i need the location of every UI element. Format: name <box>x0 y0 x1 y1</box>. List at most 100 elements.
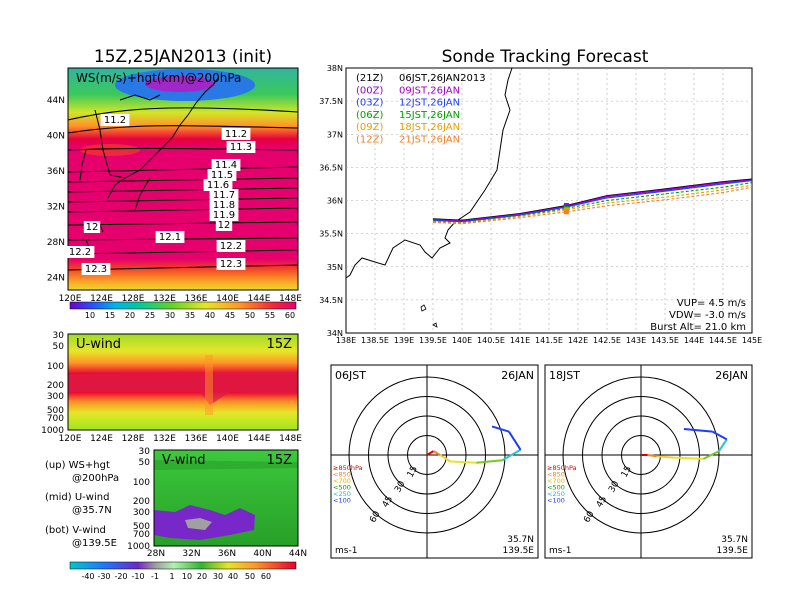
hodo2-plegend-3: <500 <box>547 484 565 492</box>
track-lon-label-10: 143E <box>626 336 646 345</box>
u-lon-label-7: 148E <box>279 434 302 444</box>
track-lon-label-14: 145E <box>742 336 762 345</box>
track-lat-label-0: 38N <box>327 64 343 73</box>
v-cb-label-7: 20 <box>197 572 207 581</box>
ws-contour-label-bg-13 <box>65 246 95 258</box>
legend-up-2: @200hPa <box>72 473 119 484</box>
u-p-label-5: 500 <box>47 406 64 416</box>
hodo2-seg-3 <box>656 455 674 459</box>
track-legend: (21Z) 06JST,26JAN2013 (00Z) 09JST,26JAN (03Z… <box>356 73 486 146</box>
track-line-3 <box>432 182 752 223</box>
ws-lon-label-5: 140E <box>216 294 239 304</box>
u-p-label-7: 1000 <box>41 426 64 436</box>
hodo1-seg-5 <box>476 459 503 464</box>
ws-lon-labels: 120E 124E 128E 132E 136E 140E 144E 148E <box>59 294 303 304</box>
track-lat-label-7: 34.5N <box>319 296 343 305</box>
ws-contour-label-8: 11.9 <box>213 210 235 221</box>
ws-cb-label-4: 30 <box>165 311 175 320</box>
track-lon-label-12: 144E <box>684 336 704 345</box>
track-lon-label-13: 144.5E <box>709 336 737 345</box>
ws-contour-label-9: 12 <box>218 220 231 231</box>
u-lon-label-3: 132E <box>153 434 176 444</box>
hodo2-seg-4 <box>673 456 704 460</box>
ws-cb-label-7: 45 <box>225 311 235 320</box>
panel-legend: (up) WS+hgt @200hPa (mid) U-wind @35.7N … <box>45 460 119 549</box>
hodo1-ring-label-0: 15 <box>406 465 420 480</box>
track-lon-label-2: 139E <box>394 336 414 345</box>
track-lat-label-2: 37N <box>327 130 343 139</box>
v-p-label-2: 100 <box>133 478 150 488</box>
track-map-panel: 38N 37.5N 37N 36.5N 36N 35.5N 35N 34.5N 34N 138E… <box>319 64 762 345</box>
ws-contour-label-0: 11.2 <box>104 115 126 126</box>
u-p-label-0: 30 <box>53 331 65 341</box>
track-lat-label-3: 36.5N <box>319 163 343 172</box>
u-p-label-2: 100 <box>47 362 64 372</box>
param-vup: VUP= 4.5 m/s <box>677 298 746 309</box>
hodo2-plegend-0: ≥850hPa <box>547 464 577 472</box>
ws-lat-label-5: 24N <box>47 274 65 284</box>
ws-lat-label-3: 32N <box>47 203 65 213</box>
track-lon-label-11: 143.5E <box>651 336 679 345</box>
track-map-coastline <box>346 68 513 279</box>
track-legend-jst-4: 18JST,26JAN <box>399 122 460 133</box>
hodo2-seg-7 <box>712 430 728 441</box>
u-p-label-6: 700 <box>47 414 64 424</box>
left-title: 15Z,25JAN2013 (init) <box>94 47 272 67</box>
track-legend-jst-1: 09JST,26JAN <box>399 85 460 96</box>
track-lon-label-0: 138E <box>336 336 356 345</box>
u-p-label-1: 50 <box>53 342 65 352</box>
hodo1-plegend-3: <500 <box>333 484 351 492</box>
ws-lon-label-7: 148E <box>279 294 302 304</box>
track-legend-jst-0: 06JST,26JAN2013 <box>399 73 486 84</box>
ws-cb-label-8: 50 <box>245 311 255 320</box>
hodo2-ring-label-0: 15 <box>620 465 634 480</box>
ws-contour-label-bg-5 <box>203 179 233 191</box>
ws-lon-label-1: 124E <box>90 294 113 304</box>
u-wind-label: U-wind <box>76 337 121 352</box>
v-cb-label-10: 50 <box>245 572 255 581</box>
ws-contour-label-12: 12.2 <box>220 241 242 252</box>
track-lon-label-5: 140.5E <box>477 336 505 345</box>
hodo1-seg-1 <box>426 450 435 456</box>
ws-cb-label-3: 25 <box>145 311 155 320</box>
ws-contour-label-bg-14 <box>216 258 246 270</box>
hodo2-frame <box>544 364 753 559</box>
param-vdw: VDW= -3.0 m/s <box>669 310 746 321</box>
u-lon-label-5: 140E <box>216 434 239 444</box>
ws-contour-labels: 11.211.211.311.411.511.611.711.811.91212… <box>65 114 256 275</box>
v-lat-label-2: 36N <box>218 549 236 559</box>
param-burst: Burst Alt= 21.0 km <box>650 322 746 333</box>
track-lat-label-8: 34N <box>327 329 343 338</box>
ws-lat-label-4: 28N <box>47 238 65 248</box>
v-wind-label: V-wind <box>162 453 206 468</box>
ws-contour-label-bg-10 <box>83 221 101 233</box>
hodo1-plegend-5: <100 <box>333 497 351 505</box>
legend-bot-1: (bot) V-wind <box>45 525 106 536</box>
track-legend-utc-5: (12Z) <box>356 135 383 146</box>
v-wind-lat-labels: 28N 32N 36N 40N 44N <box>147 549 307 559</box>
v-cb-label-3: -10 <box>131 572 144 581</box>
hodo2-plegend-2: <700 <box>547 477 565 485</box>
hodo1-units: ms-1 <box>335 546 357 556</box>
hodo2-seg-8 <box>683 428 713 433</box>
track-marker-5 <box>563 209 569 215</box>
u-lon-label-1: 124E <box>90 434 113 444</box>
ws-lat-label-0: 44N <box>47 96 65 106</box>
track-lon-label-3: 139.5E <box>419 336 447 345</box>
ws-contour-label-bg-1 <box>221 128 251 140</box>
ws-colorbar <box>69 301 297 310</box>
ws-contour-label-5: 11.6 <box>207 180 229 191</box>
ws-lon-label-0: 120E <box>59 294 82 304</box>
hodo1-plegend-2: <700 <box>333 477 351 485</box>
ws-contour-label-15: 12.3 <box>85 264 107 275</box>
hodo2-loc-lon: 139.5E <box>717 546 749 556</box>
ws-cb-label-5: 35 <box>185 311 195 320</box>
ws-contour-label-3: 11.4 <box>215 160 237 171</box>
v-cb-label-9: 40 <box>228 572 238 581</box>
hodo1-loc-lon: 139.5E <box>503 546 535 556</box>
ws-contour-label-bg-7 <box>209 199 239 211</box>
ws-lat-labels: 44N 40N 36N 32N 28N 24N <box>47 96 65 284</box>
track-lat-label-5: 35.5N <box>319 230 343 239</box>
